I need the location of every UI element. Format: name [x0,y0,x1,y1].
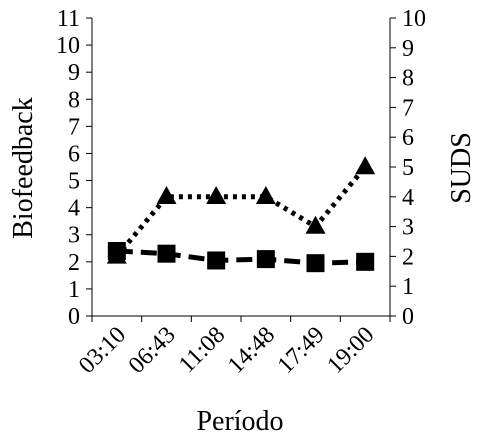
y2-tick-label: 3 [402,215,414,241]
series-1-line [116,248,366,266]
y2-tick-label: 9 [402,36,414,62]
y2-tick-label: 8 [402,66,414,92]
series-1-point [306,254,325,273]
y-tick-label: 4 [68,196,80,222]
series-1-point [207,251,226,270]
y-tick-label: 7 [68,114,80,140]
y-tick-label: 0 [68,304,80,330]
series-2-line [114,165,368,259]
y2-tick-label: 5 [402,155,414,181]
series-2-point [305,215,326,234]
series-layer [106,156,376,273]
y-tick-label: 1 [68,277,80,303]
y2-axis-title: SUDS [446,132,477,204]
y-tick-label: 10 [56,33,80,59]
y-axis-title: Biofeedback [8,97,39,239]
x-tick-label: 17:49 [273,322,330,379]
series-2-point [156,186,177,204]
x-tick-label: 11:08 [174,322,230,378]
y-tick-label: 2 [68,250,80,276]
x-tick-label: 14:48 [223,322,280,379]
x-tick-label: 03:10 [74,322,131,379]
series-1-point [157,244,176,263]
series-1-point [256,250,275,269]
axes: 0123456789101101234567891003:1006:4311:0… [56,6,426,379]
x-tick-label: 06:43 [124,322,181,379]
y-tick-label: 3 [68,223,80,249]
series-2-point [106,245,127,264]
y-tick-label: 8 [68,87,80,113]
y2-tick-label: 0 [402,304,414,330]
series-1-point [356,252,375,271]
series-2-point [255,186,276,204]
y-tick-label: 9 [68,60,80,86]
y2-tick-label: 6 [402,125,414,151]
y2-tick-label: 2 [402,244,414,270]
x-tick-label: 19:00 [322,322,379,379]
x-axis-title: Período [196,406,283,437]
y-tick-label: 6 [68,141,80,167]
series-2-point [355,156,376,175]
y-tick-label: 11 [57,6,80,32]
y2-tick-label: 7 [402,95,414,121]
y2-tick-label: 1 [402,274,414,300]
y2-tick-label: 4 [402,185,414,211]
series-2-point [206,186,227,204]
y2-tick-label: 10 [402,6,426,32]
y-tick-label: 5 [68,169,80,195]
